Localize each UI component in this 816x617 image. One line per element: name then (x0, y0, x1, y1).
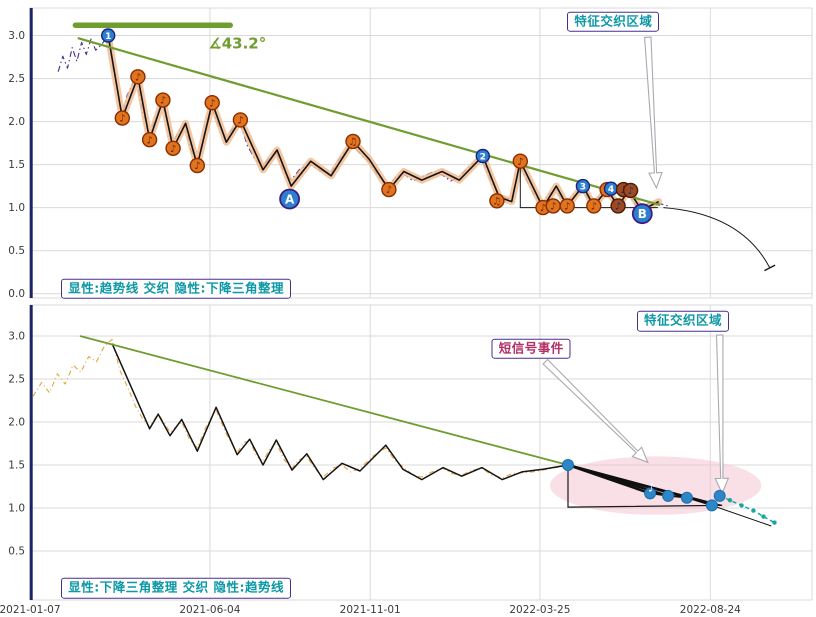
hollow-callout-arrow (714, 334, 730, 495)
projection-arc (663, 207, 771, 269)
marker-note (489, 193, 505, 209)
marker-glyph-letter: A (285, 192, 295, 206)
x-tick-label: 2022-03-25 (509, 604, 570, 616)
marker-glyph-note: ♪ (564, 202, 570, 213)
marker-glyph-note: ♪ (386, 185, 392, 196)
y-tick-label: 2.0 (8, 417, 25, 429)
hollow-callout-arrow (644, 36, 663, 190)
marker-glyph-note: ♪ (209, 98, 215, 109)
marker-num (475, 148, 490, 164)
x-tick-label: 2021-06-04 (179, 604, 240, 616)
marker-glyph-note: ♫ (492, 196, 501, 207)
marker-glyph-note: ♪ (135, 72, 141, 83)
zigzag-line (111, 343, 713, 507)
marker-num (100, 28, 116, 43)
marker-note-dark (622, 182, 639, 199)
marker-note (345, 133, 361, 150)
marker-dot (680, 491, 693, 504)
marker-note (559, 198, 575, 214)
marker-glyph-note: ♫ (349, 137, 358, 148)
marker-glyph-num: 2 (480, 152, 486, 162)
y-tick-label: 0.0 (8, 288, 25, 300)
marker-note (204, 94, 220, 111)
marker-note (130, 69, 146, 85)
marker-glyph-note: ♪ (119, 114, 125, 125)
marker-glyph-letter: B (638, 207, 647, 221)
marker-glyph-num: 1 (105, 32, 111, 42)
marker-glyph-num: 3 (580, 182, 586, 192)
forecast-line-dot (772, 520, 777, 525)
signal-zone-ellipse (550, 456, 762, 515)
marker-glyph-note: ♪ (591, 202, 597, 213)
marker-glyph-num: 4 (608, 185, 614, 195)
y-tick-label: 2.5 (8, 374, 25, 386)
marker-glyph-note: ♪ (550, 202, 556, 213)
marker-note (512, 153, 528, 169)
marker-glyph-note-dark: ♪ (615, 202, 621, 213)
marker-dot (562, 459, 574, 471)
tail-line (711, 504, 772, 527)
marker-glyph-note: ♪ (160, 96, 166, 107)
marker-num (575, 178, 591, 194)
y-tick-label: 3.0 (8, 331, 25, 343)
marker-glyph-note: ♪ (540, 203, 546, 214)
marker-note (141, 131, 158, 148)
marker-note (232, 112, 249, 128)
y-tick-label: 3.0 (8, 30, 25, 42)
marker-glyph-note: ♪ (194, 161, 200, 172)
marker-note (155, 92, 171, 108)
forecast-line-dot (751, 508, 756, 513)
marker-letter (631, 203, 653, 225)
marker-glyph-note: ♪ (237, 116, 243, 127)
marker-dot (644, 487, 657, 500)
y-tick-label: 1.0 (8, 202, 25, 214)
marker-dot (705, 499, 718, 512)
trend-line (79, 335, 569, 466)
marker-glyph-note: ♪ (170, 144, 176, 155)
marker-dot (713, 489, 726, 502)
marker-glyph-note: ♪ (517, 157, 523, 168)
marker-glyph-note-dark: ♪ (627, 186, 633, 197)
bottom-panel-background (29, 304, 813, 601)
y-tick-label: 0.5 (8, 245, 25, 257)
marker-note (381, 181, 397, 198)
hollow-callout-arrow (542, 358, 649, 464)
x-tick-label: 2021-01-07 (0, 604, 61, 616)
marker-dot (662, 489, 675, 502)
marker-note-dark (610, 198, 626, 214)
marker-note (586, 198, 602, 214)
trend-line (77, 37, 661, 207)
forecast-line-dot (739, 503, 744, 508)
marker-glyph-note: ♪ (146, 135, 152, 146)
marker-note (189, 157, 206, 174)
x-tick-label: 2021-11-01 (340, 604, 401, 616)
y-tick-label: 2.0 (8, 116, 25, 128)
top-panel-background (29, 7, 813, 299)
marker-glyph-white-note: ♪ (648, 481, 655, 494)
forecast-line-dot (761, 514, 766, 519)
x-tick-label: 2022-08-24 (680, 604, 741, 616)
marker-note (114, 110, 131, 126)
forecast-line-dot (727, 498, 733, 503)
y-tick-label: 1.0 (8, 503, 25, 515)
y-tick-label: 2.5 (8, 73, 25, 85)
price-line (32, 338, 569, 479)
marker-note (165, 140, 181, 157)
marker-letter (279, 188, 301, 210)
y-tick-label: 0.5 (8, 546, 25, 558)
y-tick-label: 1.5 (8, 159, 25, 171)
projection-arc-end-tick (764, 264, 776, 272)
y-tick-label: 1.5 (8, 460, 25, 472)
